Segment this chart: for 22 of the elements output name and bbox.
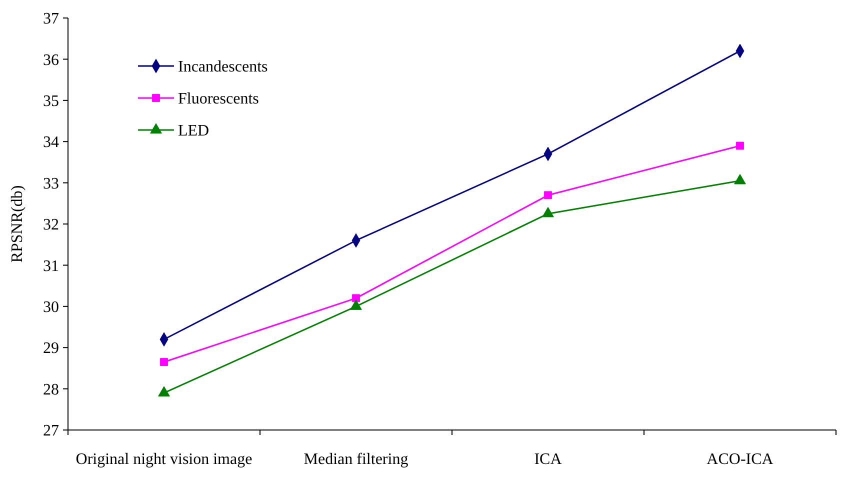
- x-tick-label: ACO-ICA: [706, 451, 774, 468]
- y-tick-label: 37: [43, 10, 59, 28]
- y-tick-label: 28: [43, 381, 59, 398]
- y-tick-label: 31: [43, 258, 59, 275]
- y-tick-label: 34: [43, 134, 59, 152]
- y-axis-title: RPSNR(db): [9, 185, 26, 263]
- y-tick-label: 36: [43, 52, 59, 69]
- y-tick-label: 30: [43, 299, 59, 316]
- legend-label: LED: [178, 122, 210, 140]
- point: [160, 358, 168, 366]
- y-tick-label: 32: [43, 216, 59, 234]
- y-tick-label: 29: [43, 340, 59, 358]
- x-tick-label: Original night vision image: [76, 451, 252, 468]
- x-tick-label: ICA: [534, 451, 562, 468]
- point: [736, 142, 744, 150]
- y-tick-label: 33: [43, 175, 59, 192]
- y-tick-label: 27: [43, 422, 59, 440]
- legend-label: Incandescents: [178, 58, 268, 76]
- y-tick-label: 35: [43, 93, 59, 110]
- point: [544, 191, 552, 200]
- x-tick-label: Median filtering: [304, 451, 408, 468]
- legend-label: Fluorescents: [178, 90, 259, 108]
